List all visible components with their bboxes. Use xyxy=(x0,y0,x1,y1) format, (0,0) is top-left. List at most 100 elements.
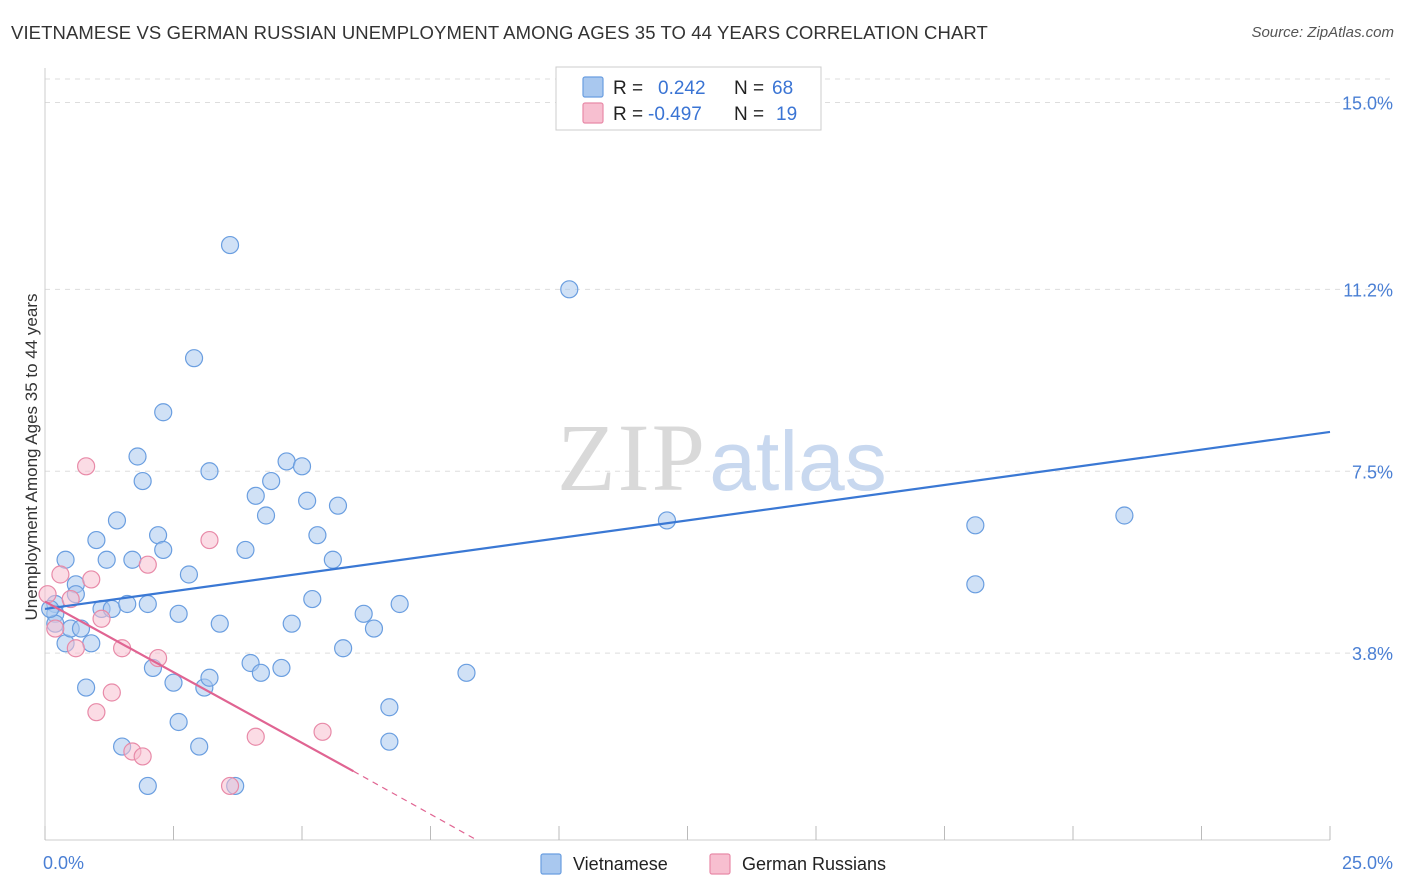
german-russians-point xyxy=(200,530,219,550)
watermark-atlas: atlas xyxy=(709,414,886,508)
german-russians-point xyxy=(138,555,157,574)
vietnamese-point xyxy=(82,634,101,653)
vietnamese-point xyxy=(154,540,173,560)
vietnamese-point xyxy=(966,516,985,535)
vietnamese-point xyxy=(334,639,353,658)
vietnamese-point xyxy=(118,594,137,614)
y-tick-labels: 3.8% 7.5% 11.2% 15.0% xyxy=(1342,94,1393,665)
vietnamese-point xyxy=(292,457,312,476)
legend-swatch-vietnamese xyxy=(582,76,604,98)
vietnamese-point xyxy=(87,530,106,550)
bottom-legend-swatch-vietnamese xyxy=(540,853,562,875)
german-russians-point xyxy=(87,703,106,722)
legend-n-value-german-russians: 19 xyxy=(776,104,797,125)
vietnamese-point xyxy=(138,776,157,796)
x-tick-label-min: 0.0% xyxy=(43,853,84,873)
vietnamese-point xyxy=(154,403,173,422)
y-tick-label: 3.8% xyxy=(1352,644,1393,664)
legend-r-label-german-russians: R = xyxy=(613,104,643,125)
vietnamese-point xyxy=(107,511,127,530)
vietnamese-point xyxy=(220,235,240,255)
vietnamese-point xyxy=(184,349,204,368)
bottom-legend-swatch-german-russians xyxy=(709,853,731,875)
y-tick-label: 7.5% xyxy=(1352,462,1393,482)
vietnamese-point xyxy=(457,663,476,682)
series-german-russians xyxy=(38,457,332,796)
vietnamese-point xyxy=(200,668,219,687)
trend-line-vietnamese xyxy=(44,430,1331,611)
legend-swatch-german-russians xyxy=(582,102,604,124)
trend-lines xyxy=(44,430,1331,841)
source-label: Source: ZipAtlas.com xyxy=(1251,24,1394,41)
vietnamese-point xyxy=(169,604,188,623)
gridlines xyxy=(45,78,1395,654)
axes xyxy=(44,68,1331,841)
vietnamese-point xyxy=(390,594,409,614)
y-tick-label: 15.0% xyxy=(1342,94,1393,114)
vietnamese-point xyxy=(560,280,579,299)
legend-n-label-german-russians: N = xyxy=(734,104,764,125)
vietnamese-point xyxy=(169,712,188,732)
vietnamese-point xyxy=(966,575,985,594)
trend-line-german-russians-extension xyxy=(353,770,478,841)
vietnamese-point xyxy=(200,462,219,481)
legend-n-label-vietnamese: N = xyxy=(734,78,764,99)
vietnamese-point xyxy=(308,526,327,545)
german-russians-point xyxy=(46,619,65,638)
vietnamese-point xyxy=(138,594,157,614)
y-axis-label: Unemployment Among Ages 35 to 44 years xyxy=(22,294,41,621)
vietnamese-point xyxy=(380,698,399,717)
legend-r-value-german-russians: -0.497 xyxy=(648,104,702,125)
vietnamese-point xyxy=(71,619,91,638)
vietnamese-point xyxy=(272,658,291,678)
german-russians-point xyxy=(246,727,265,746)
vietnamese-point xyxy=(164,673,183,692)
vietnamese-point xyxy=(251,663,270,682)
series-vietnamese xyxy=(41,93,1134,796)
stats-legend: R = 0.242 N = 68 R = -0.497 N = 19 xyxy=(555,66,822,131)
vietnamese-point xyxy=(236,540,255,560)
vietnamese-point xyxy=(133,471,152,491)
german-russians-point xyxy=(51,565,70,584)
vietnamese-point xyxy=(210,614,229,633)
german-russians-point xyxy=(133,747,152,766)
vietnamese-point xyxy=(77,678,96,697)
legend-r-value-vietnamese: 0.242 xyxy=(658,78,706,99)
vietnamese-point xyxy=(303,589,322,609)
vietnamese-point xyxy=(657,511,677,530)
vietnamese-point xyxy=(97,550,116,569)
german-russians-point xyxy=(313,722,332,741)
vietnamese-point xyxy=(277,452,296,471)
vietnamese-point xyxy=(256,506,276,525)
legend-n-value-vietnamese: 68 xyxy=(772,78,793,99)
vietnamese-point xyxy=(354,604,373,623)
german-russians-point xyxy=(61,589,80,609)
x-tick-label-max: 25.0% xyxy=(1342,853,1393,873)
legend-r-label-vietnamese: R = xyxy=(613,78,643,99)
chart-title: VIETNAMESE VS GERMAN RUSSIAN UNEMPLOYMEN… xyxy=(11,22,988,43)
vietnamese-point xyxy=(1115,506,1134,525)
vietnamese-point xyxy=(262,471,281,491)
vietnamese-point xyxy=(123,550,142,569)
vietnamese-point xyxy=(128,447,147,466)
vietnamese-point xyxy=(246,486,265,505)
vietnamese-point xyxy=(190,737,209,756)
vietnamese-point xyxy=(179,565,199,584)
german-russians-point xyxy=(92,609,111,628)
vietnamese-point xyxy=(380,732,399,751)
bottom-legend-label-vietnamese: Vietnamese xyxy=(573,854,668,874)
watermark: ZIP atlas xyxy=(557,404,887,511)
bottom-legend: Vietnamese German Russians xyxy=(540,853,886,875)
bottom-legend-label-german-russians: German Russians xyxy=(742,854,886,874)
german-russians-point xyxy=(102,683,121,702)
watermark-zip: ZIP xyxy=(557,404,707,511)
vietnamese-point xyxy=(323,550,342,569)
x-tick-labels: 0.0% 25.0% xyxy=(43,853,1393,873)
trend-line-german-russians xyxy=(44,600,354,773)
vietnamese-point xyxy=(282,614,301,633)
german-russians-point xyxy=(66,639,85,658)
german-russians-point xyxy=(82,570,101,589)
german-russians-point xyxy=(38,585,57,604)
vietnamese-point xyxy=(364,619,384,638)
